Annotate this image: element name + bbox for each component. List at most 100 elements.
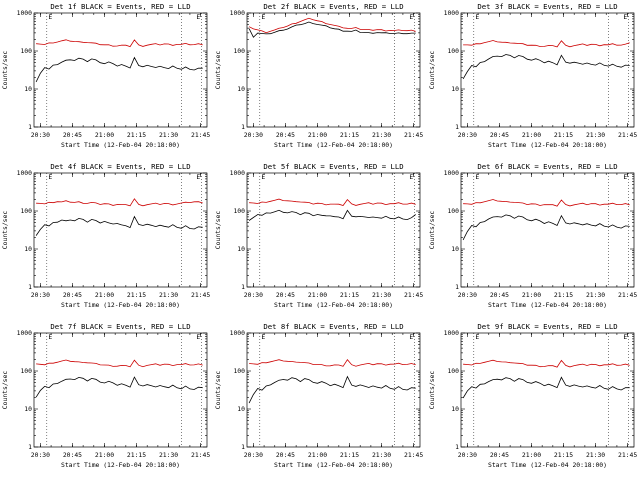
panel-title: Det 4f BLACK = Events, RED = LLD: [50, 162, 190, 171]
plot-frame: [460, 332, 635, 448]
x-tick-label: 21:45: [618, 291, 637, 299]
x-tick-label: 21:15: [127, 451, 146, 459]
events-line: [462, 376, 630, 399]
chart-svg: Det 5f BLACK = Events, RED = LLD 1 10 100 10…: [214, 162, 423, 309]
events-line: [35, 215, 203, 236]
chart-svg: Det 8f BLACK = Events, RED = LLD 1 10 100 10…: [214, 322, 423, 469]
panel-title: Det 7f BLACK = Events, RED = LLD: [50, 322, 190, 331]
events-line: [249, 21, 417, 38]
x-tick-label: 21:30: [159, 131, 178, 139]
events-line: [249, 375, 417, 404]
x-tick-label: 20:30: [457, 451, 476, 459]
panel-det-9f: Det 9f BLACK = Events, RED = LLD 1 10 100 10…: [427, 320, 640, 480]
panel-det-2f: Det 2f BLACK = Events, RED = LLD 1 10 100 10…: [213, 0, 426, 160]
y-tick-label: 1000: [230, 169, 246, 177]
plot-frame: [460, 172, 635, 288]
x-axis-label: Start Time (12-Feb-04 20:18:00): [61, 301, 180, 309]
eclipse-marker: E: [48, 173, 52, 181]
x-tick-label: 21:00: [522, 451, 541, 459]
x-tick-label: 20:45: [489, 131, 508, 139]
y-tick-label: 10: [451, 405, 459, 413]
y-tick-label: 10: [238, 405, 246, 413]
y-axis-label: Counts/sec: [428, 371, 436, 410]
x-axis-label: Start Time (12-Feb-04 20:18:00): [488, 141, 607, 149]
chart-svg: Det 3f BLACK = Events, RED = LLD 1 10 100 10…: [428, 2, 637, 149]
x-tick-label: 21:45: [404, 131, 423, 139]
y-tick-label: 100: [20, 207, 32, 215]
lld-line: [462, 359, 630, 368]
eclipse-marker: E: [48, 13, 52, 21]
x-axis-label: Start Time (12-Feb-04 20:18:00): [274, 461, 393, 469]
x-tick-label: 20:45: [276, 451, 295, 459]
y-tick-label: 1: [28, 283, 32, 291]
y-tick-label: 10: [24, 245, 32, 253]
y-tick-label: 1000: [443, 169, 459, 177]
x-tick-label: 21:45: [191, 291, 210, 299]
y-tick-label: 100: [447, 367, 459, 375]
y-axis-label: Counts/sec: [214, 211, 222, 250]
plot-frame: [460, 12, 635, 128]
events-line: [35, 56, 203, 83]
lld-line: [462, 40, 630, 48]
y-tick-label: 1: [28, 123, 32, 131]
x-tick-label: 21:15: [554, 451, 573, 459]
lld-line: [36, 198, 203, 207]
panel-det-6f: Det 6f BLACK = Events, RED = LLD 1 10 100 10…: [427, 160, 640, 320]
y-tick-label: 100: [234, 207, 246, 215]
x-tick-label: 21:00: [308, 131, 327, 139]
y-tick-label: 10: [24, 405, 32, 413]
y-tick-label: 1: [455, 283, 459, 291]
x-axis-label: Start Time (12-Feb-04 20:18:00): [488, 301, 607, 309]
y-tick-label: 1000: [443, 9, 459, 17]
x-axis-label: Start Time (12-Feb-04 20:18:00): [274, 141, 393, 149]
x-tick-label: 20:45: [489, 291, 508, 299]
eclipse-marker: E: [262, 173, 266, 181]
x-tick-label: 20:30: [244, 451, 263, 459]
x-tick-label: 20:30: [31, 131, 50, 139]
chart-svg: Det 6f BLACK = Events, RED = LLD 1 10 100 10…: [428, 162, 637, 309]
x-tick-label: 21:15: [554, 131, 573, 139]
x-tick-label: 21:45: [404, 451, 423, 459]
eclipse-marker: E: [196, 13, 200, 21]
x-tick-label: 21:30: [159, 451, 178, 459]
x-tick-label: 21:00: [308, 451, 327, 459]
eclipse-marker: E: [48, 333, 52, 341]
x-tick-label: 21:30: [586, 131, 605, 139]
x-tick-label: 20:45: [276, 291, 295, 299]
y-axis-label: Counts/sec: [1, 51, 9, 90]
y-tick-label: 100: [20, 47, 32, 55]
eclipse-marker: E: [623, 173, 627, 181]
lld-line: [249, 359, 417, 367]
x-tick-label: 20:30: [244, 131, 263, 139]
y-tick-label: 1: [455, 123, 459, 131]
panel-title: Det 6f BLACK = Events, RED = LLD: [477, 162, 617, 171]
x-axis-label: Start Time (12-Feb-04 20:18:00): [488, 461, 607, 469]
eclipse-marker: E: [262, 333, 266, 341]
y-tick-label: 1000: [443, 329, 459, 337]
y-axis-label: Counts/sec: [428, 51, 436, 90]
y-axis-label: Counts/sec: [1, 211, 9, 250]
y-tick-label: 1000: [230, 9, 246, 17]
eclipse-marker: E: [475, 333, 479, 341]
events-line: [249, 209, 417, 221]
x-tick-label: 21:30: [372, 291, 391, 299]
x-tick-label: 21:30: [372, 451, 391, 459]
panel-det-1f: Det 1f BLACK = Events, RED = LLD 1 10 100 10…: [0, 0, 213, 160]
x-tick-label: 21:45: [404, 291, 423, 299]
y-tick-label: 100: [234, 47, 246, 55]
x-tick-label: 20:45: [489, 451, 508, 459]
plot-frame: [246, 12, 421, 128]
lld-line: [249, 17, 417, 34]
eclipse-marker: E: [410, 13, 414, 21]
x-tick-label: 21:00: [308, 291, 327, 299]
x-tick-label: 20:45: [63, 291, 82, 299]
plot-frame: [33, 12, 208, 128]
events-line: [462, 214, 630, 241]
y-tick-label: 1000: [230, 329, 246, 337]
panel-det-3f: Det 3f BLACK = Events, RED = LLD 1 10 100 10…: [427, 0, 640, 160]
x-tick-label: 21:15: [127, 131, 146, 139]
x-tick-label: 20:30: [31, 451, 50, 459]
eclipse-marker: E: [623, 13, 627, 21]
panel-title: Det 1f BLACK = Events, RED = LLD: [50, 2, 190, 11]
panel-title: Det 5f BLACK = Events, RED = LLD: [264, 162, 404, 171]
